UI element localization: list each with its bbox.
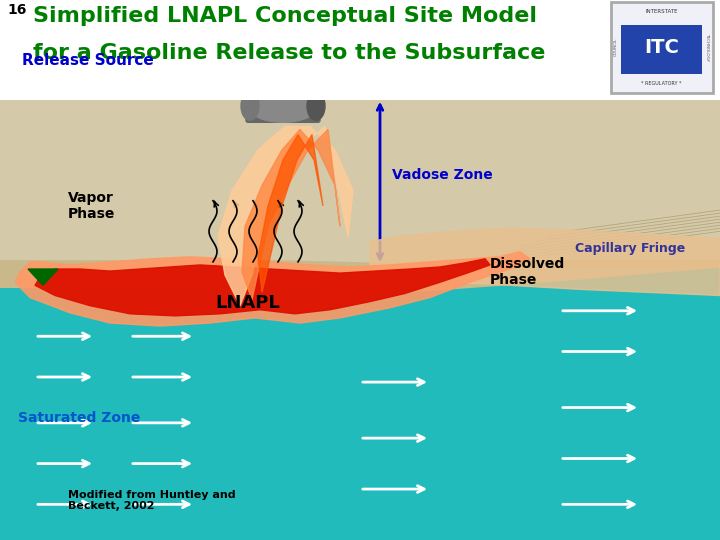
Polygon shape <box>35 259 490 316</box>
Ellipse shape <box>241 92 259 120</box>
Ellipse shape <box>307 92 325 120</box>
Polygon shape <box>0 267 720 540</box>
Text: LNAPL: LNAPL <box>215 294 280 312</box>
Polygon shape <box>15 252 530 326</box>
Text: ITC: ITC <box>644 38 679 57</box>
Polygon shape <box>370 228 720 295</box>
Text: Vapor
Phase: Vapor Phase <box>68 191 115 221</box>
Text: Release Source: Release Source <box>22 53 154 69</box>
Polygon shape <box>28 269 58 285</box>
Text: INTERSTATE: INTERSTATE <box>645 9 678 14</box>
Text: Modified from Huntley and
Beckett, 2002: Modified from Huntley and Beckett, 2002 <box>68 490 235 511</box>
Polygon shape <box>242 130 340 300</box>
Polygon shape <box>218 126 353 306</box>
Bar <box>0 100 720 259</box>
Polygon shape <box>0 231 720 293</box>
Text: COUNCIL: COUNCIL <box>614 38 618 57</box>
Text: Dissolved
Phase: Dissolved Phase <box>490 257 565 287</box>
Text: 16: 16 <box>7 3 27 17</box>
Text: * REGULATORY *: * REGULATORY * <box>642 80 682 86</box>
Text: for a Gasoline Release to the Subsurface: for a Gasoline Release to the Subsurface <box>33 43 546 63</box>
Text: Saturated Zone: Saturated Zone <box>18 411 140 425</box>
Polygon shape <box>460 231 720 267</box>
Polygon shape <box>258 134 323 293</box>
Text: Simplified LNAPL Conceptual Site Model: Simplified LNAPL Conceptual Site Model <box>33 6 537 26</box>
Text: Capillary Fringe: Capillary Fringe <box>575 242 685 255</box>
Text: Vadose Zone: Vadose Zone <box>392 168 492 183</box>
Bar <box>621 24 702 73</box>
Ellipse shape <box>248 90 318 123</box>
Text: TECHNOLOGY: TECHNOLOGY <box>706 33 709 62</box>
FancyBboxPatch shape <box>246 90 320 123</box>
